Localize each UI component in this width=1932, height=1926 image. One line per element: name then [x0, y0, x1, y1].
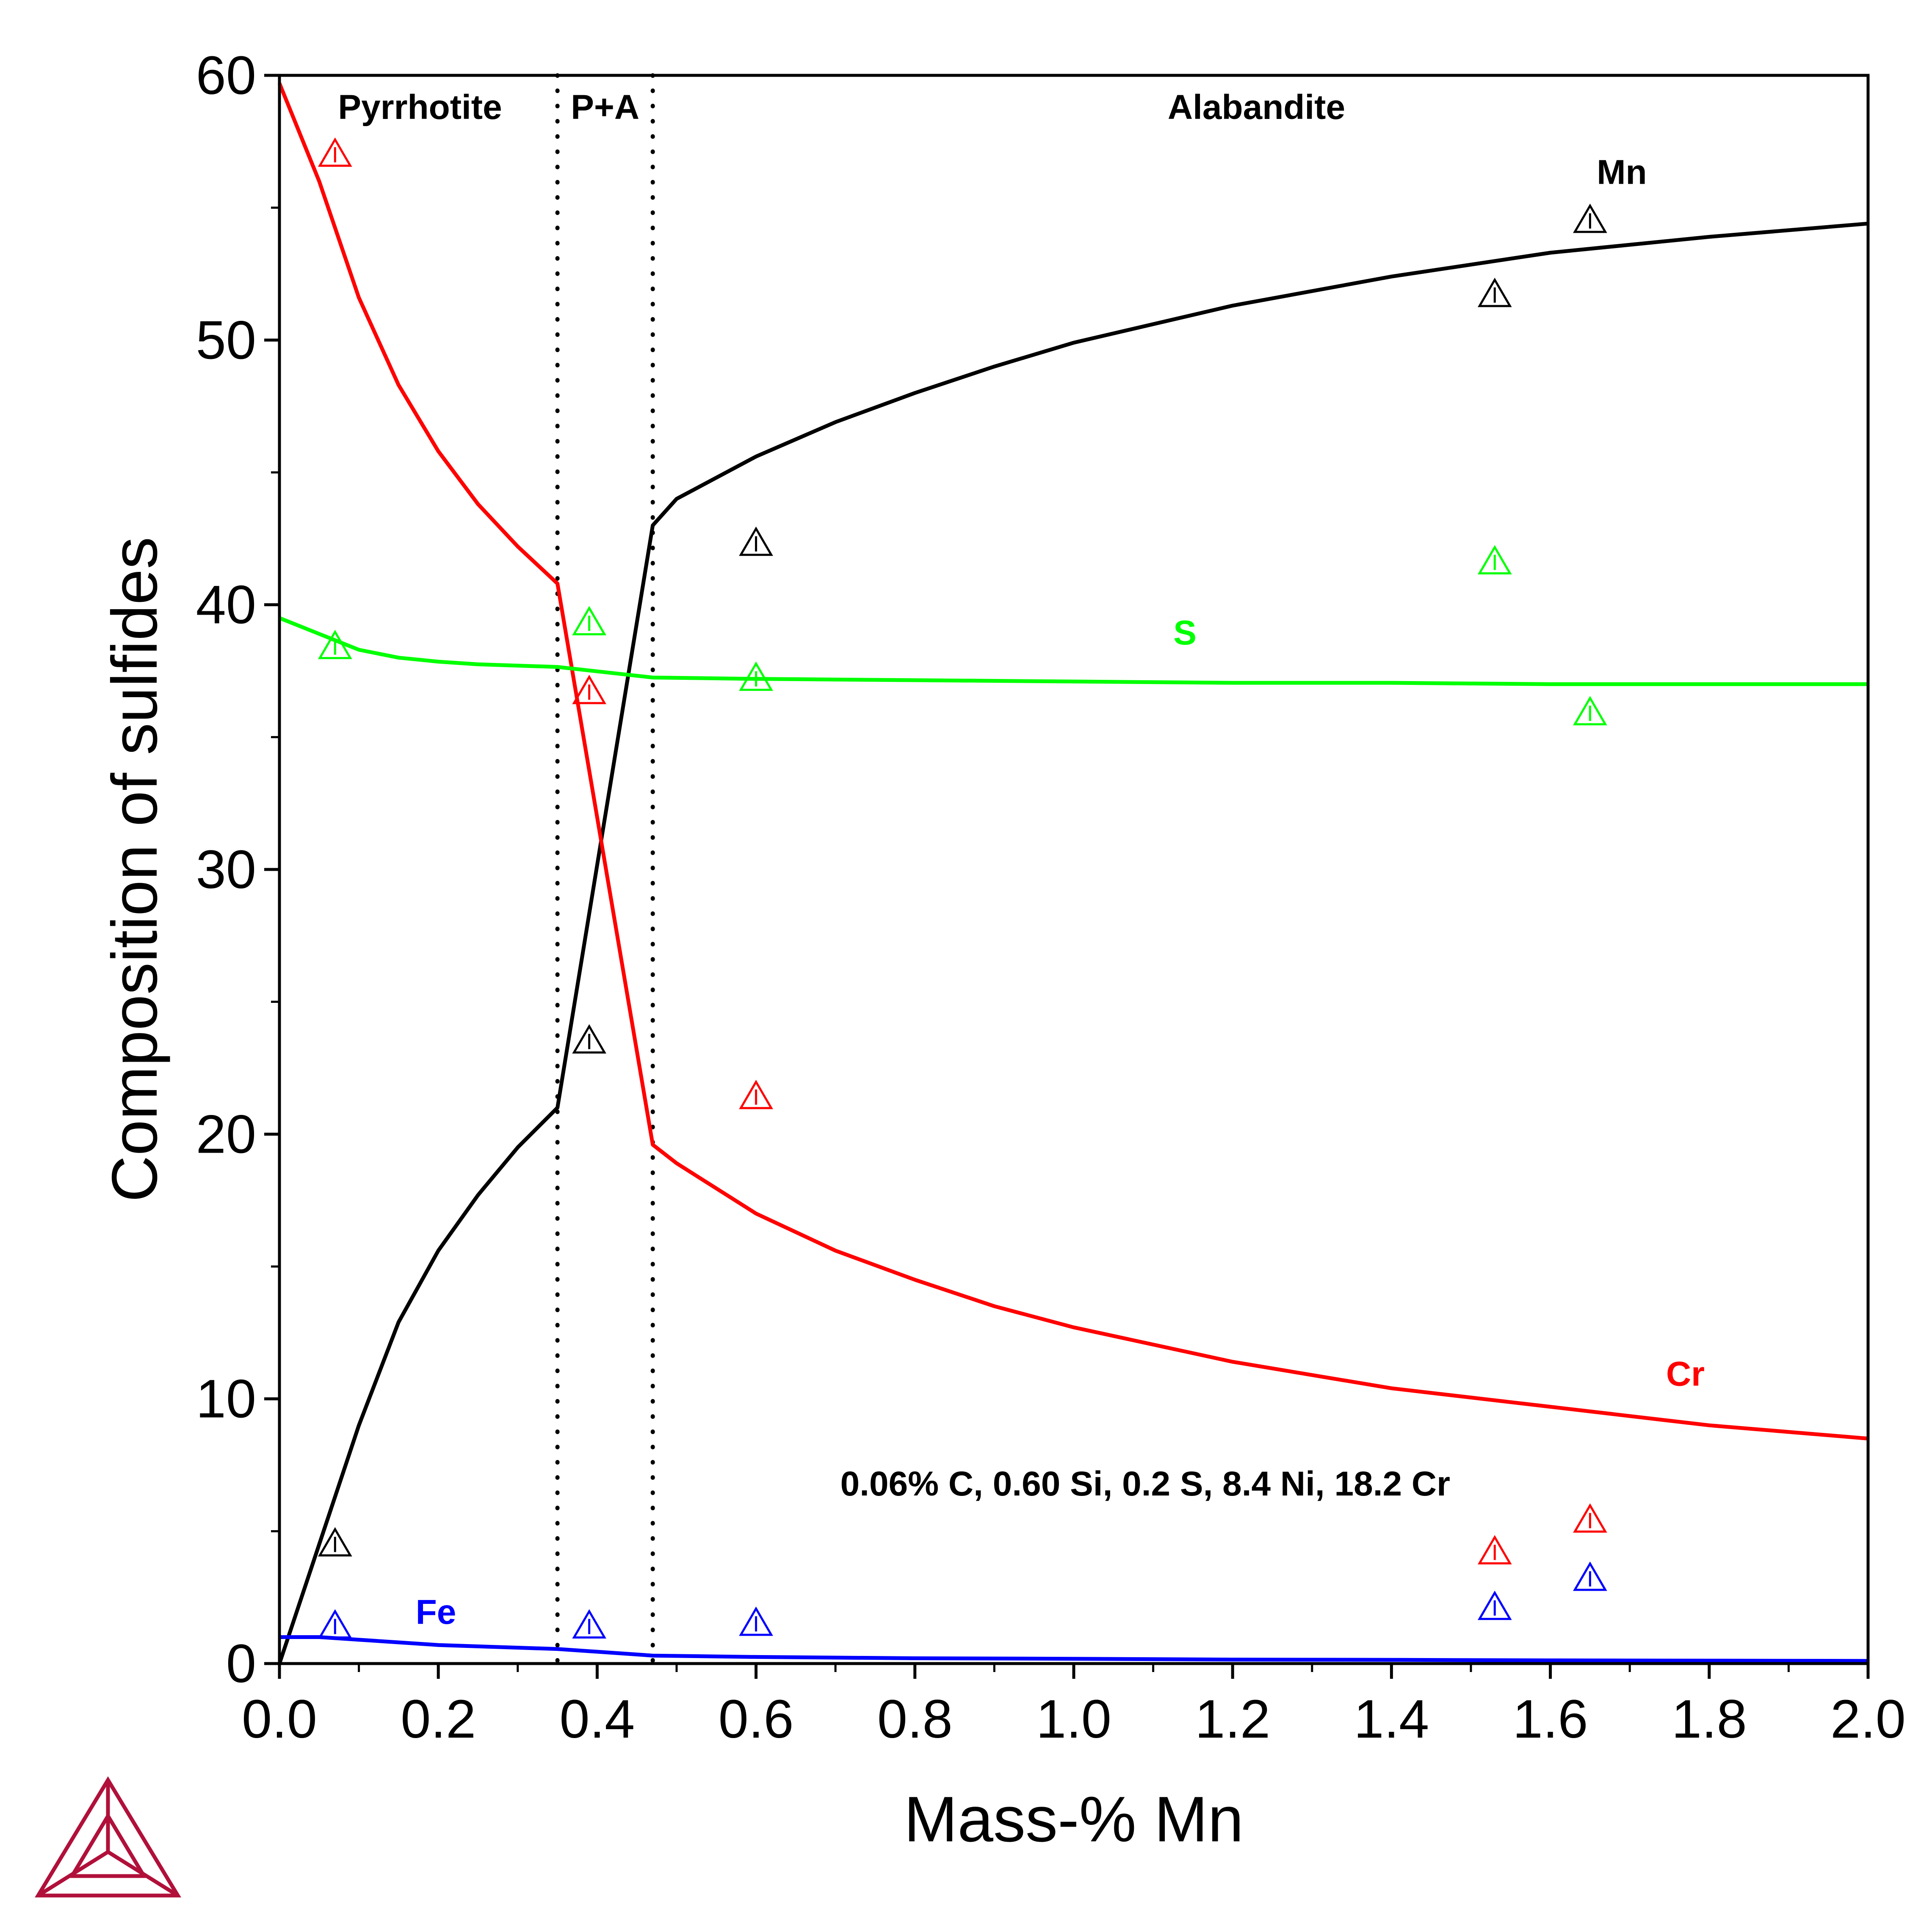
data-point-cr: [1573, 1503, 1607, 1533]
y-tick-label: 60: [196, 45, 256, 106]
y-tick-label: 20: [196, 1104, 256, 1164]
y-tick-label: 50: [196, 310, 256, 370]
series-line-fe: [279, 1635, 1868, 1663]
x-tick-label: 1.2: [1195, 1689, 1270, 1749]
x-tick-label: 0.0: [242, 1689, 317, 1749]
x-tick-label: 1.8: [1672, 1689, 1747, 1749]
region-label: P+A: [571, 88, 639, 127]
data-point-cr: [1477, 1535, 1512, 1565]
data-point-s: [739, 661, 773, 691]
series-label-mn: Mn: [1597, 153, 1647, 191]
logo-spoke: [107, 1850, 179, 1897]
series-line-s: [279, 616, 1868, 686]
series-line-cr: [277, 83, 1868, 1440]
data-point-cr: [318, 137, 352, 167]
region-label: Alabandite: [1168, 88, 1345, 127]
x-tick-label: 0.4: [559, 1689, 635, 1749]
x-tick-label: 1.4: [1354, 1689, 1429, 1749]
data-point-s: [572, 606, 606, 635]
thermo-calc-logo-icon: [35, 1776, 181, 1898]
x-axis-title: Mass-% Mn: [904, 1783, 1244, 1855]
data-point-mn: [739, 526, 773, 556]
y-axis: 0 10 20 30 40 50 60: [196, 45, 279, 1694]
x-tick-label: 0.2: [401, 1689, 476, 1749]
data-point-fe: [1573, 1561, 1607, 1591]
data-point-s: [318, 629, 352, 659]
series-label-fe: Fe: [416, 1593, 456, 1631]
series-line-mn: [277, 221, 1868, 1664]
data-point-fe: [318, 1609, 352, 1639]
data-point-fe: [572, 1609, 606, 1639]
y-axis-title: Composition of sulfides: [99, 537, 171, 1202]
y-tick-label: 0: [226, 1634, 256, 1694]
data-point-mn: [1477, 278, 1512, 307]
composition-annotation: 0.06% C, 0.60 Si, 0.2 S, 8.4 Ni, 18.2 Cr: [840, 1465, 1450, 1503]
data-point-mn: [318, 1527, 352, 1557]
region-label: Pyrrhotite: [338, 88, 502, 127]
data-point-mn: [572, 1024, 606, 1054]
x-tick-label: 0.8: [877, 1689, 953, 1749]
series-label-s: S: [1173, 613, 1197, 652]
data-point-s: [1477, 545, 1512, 575]
data-point-mn: [1573, 203, 1607, 233]
data-point-fe: [1477, 1590, 1512, 1620]
x-tick-label: 2.0: [1830, 1689, 1906, 1749]
data-point-s: [1573, 696, 1607, 726]
y-tick-label: 10: [196, 1369, 256, 1429]
region-labels: Pyrrhotite P+A Alabandite: [338, 88, 1345, 127]
data-point-cr: [739, 1079, 773, 1109]
series-label-cr: Cr: [1666, 1355, 1705, 1393]
y-tick-label: 40: [196, 575, 256, 635]
logo-outer-triangle: [35, 1776, 181, 1898]
x-tick-label: 1.6: [1513, 1689, 1588, 1749]
plot-layer: Mn Cr S Fe: [277, 73, 1868, 1666]
logo-inner-triangle: [69, 1812, 147, 1878]
x-axis: 0.0 0.2 0.4 0.6 0.8 1.0 1.2 1.4 1.6 1.8 2.0: [242, 1664, 1906, 1749]
logo-spoke: [37, 1850, 109, 1897]
x-tick-label: 0.6: [719, 1689, 794, 1749]
x-tick-label: 1.0: [1036, 1689, 1111, 1749]
data-point-fe: [739, 1606, 773, 1636]
data-point-cr: [572, 675, 606, 704]
y-tick-label: 30: [196, 839, 256, 900]
